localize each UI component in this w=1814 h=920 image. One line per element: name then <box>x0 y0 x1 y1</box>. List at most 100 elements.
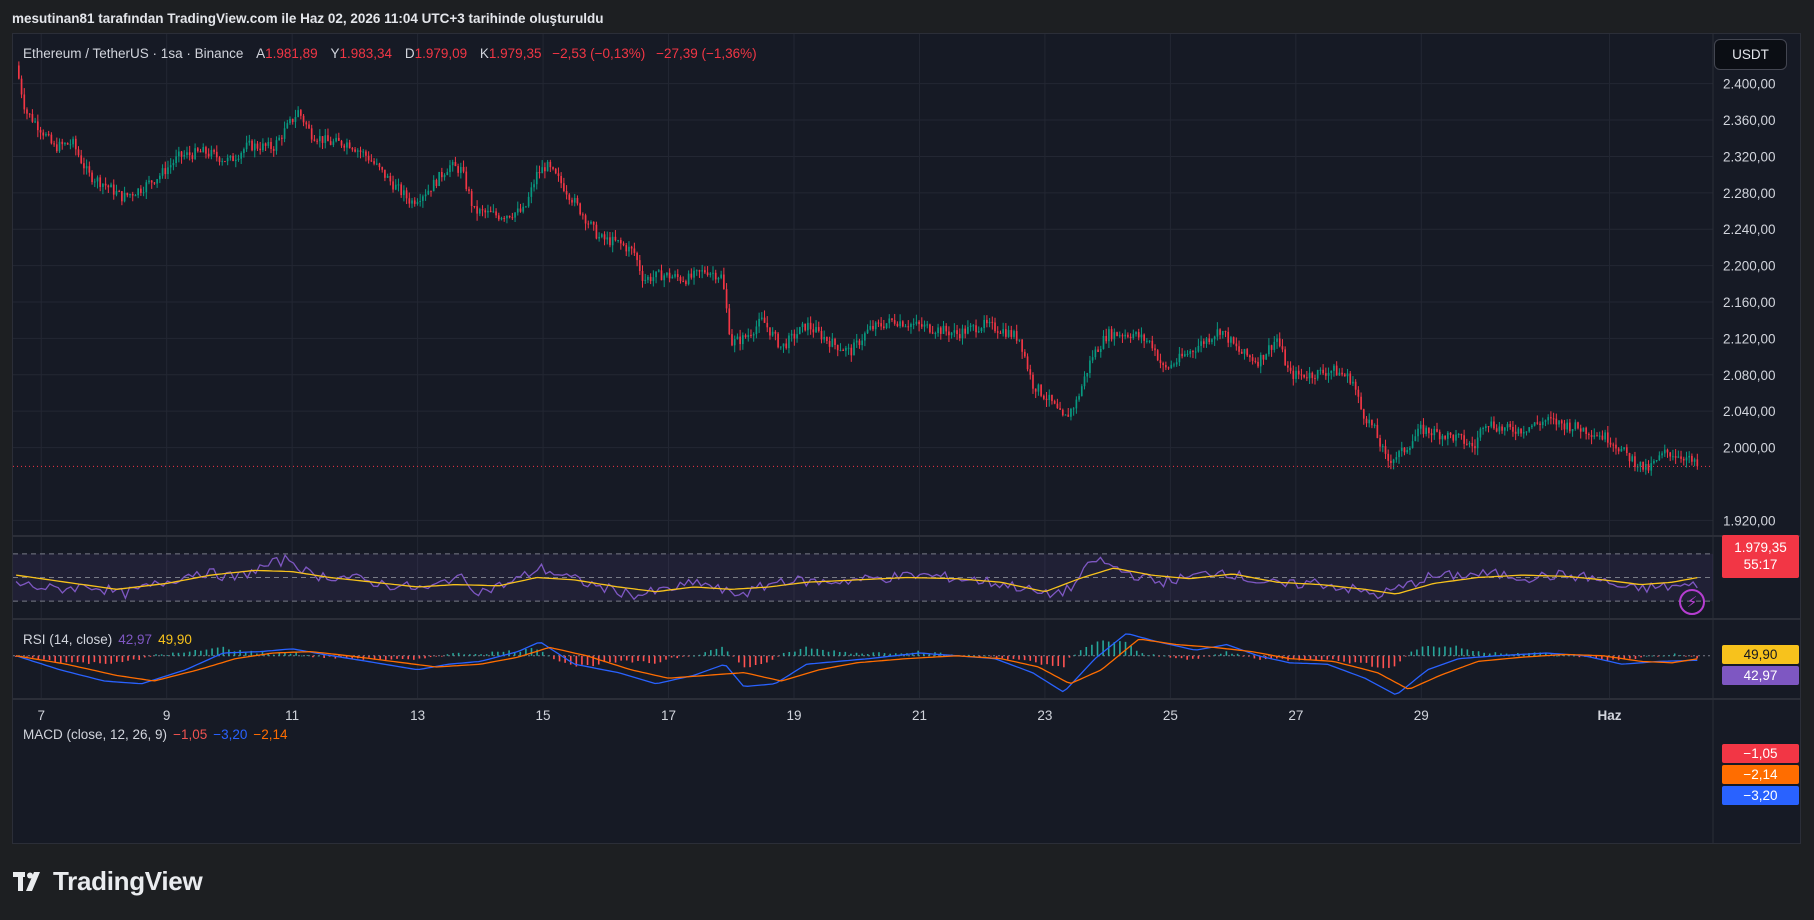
macd-histogram-bar <box>37 655 40 660</box>
macd-histogram-bar <box>564 655 566 663</box>
rsi-label[interactable]: RSI (14, close) <box>23 632 113 647</box>
candle-body <box>1658 455 1661 461</box>
candle-body <box>823 337 826 340</box>
candle-body <box>484 210 487 213</box>
candle-body <box>389 175 392 182</box>
candle-body <box>1558 420 1560 425</box>
macd-histogram-bar <box>1135 650 1138 656</box>
time-tick-label: 23 <box>1037 708 1052 723</box>
candle-body <box>457 166 459 173</box>
candle-body <box>1381 446 1384 448</box>
candle-body <box>1042 395 1045 399</box>
macd-histogram-bar <box>620 655 622 661</box>
candle-body <box>373 161 375 164</box>
candle-body <box>573 197 576 203</box>
candle-body <box>1048 394 1051 401</box>
candle-body <box>1333 365 1335 371</box>
macd-histogram-bar <box>138 655 141 660</box>
macd-histogram-bar <box>446 654 449 656</box>
candle-body <box>465 171 468 190</box>
chart-frame[interactable]: 2.400,00 2.360,00 2.320,00 2.280,00 2.240,00… <box>12 33 1801 844</box>
macd-histogram-bar <box>967 654 970 656</box>
candle-body <box>20 78 23 95</box>
candle-body <box>1143 334 1145 341</box>
macd-histogram-bar <box>1320 655 1323 660</box>
candle-body <box>1498 426 1501 432</box>
macd-histogram-bar <box>872 652 875 656</box>
chart-canvas[interactable]: 2.400,00 2.360,00 2.320,00 2.280,00 2.240,00… <box>13 34 1801 844</box>
candle-body <box>638 260 641 271</box>
candle-body <box>1205 338 1208 344</box>
candle-body <box>213 150 215 152</box>
candle-body <box>424 194 427 197</box>
candle-body <box>1452 434 1455 441</box>
candle-body <box>1200 341 1202 346</box>
candle-body <box>525 206 527 208</box>
candle-body <box>370 160 373 162</box>
macd-histogram-bar <box>945 655 947 657</box>
candle-body <box>1392 459 1395 463</box>
time-tick-label: Haz <box>1597 708 1621 723</box>
macd-histogram-bar <box>323 655 325 659</box>
symbol-title[interactable]: Ethereum / TetherUS · 1sa · Binance <box>23 46 244 61</box>
candle-body <box>552 167 554 169</box>
candle-body <box>1666 449 1669 453</box>
candle-body <box>1569 422 1571 432</box>
macd-histogram-bar <box>1074 654 1076 656</box>
candle-body <box>1102 335 1105 349</box>
macd-histogram-bar <box>183 652 185 656</box>
candle-body <box>1067 414 1070 417</box>
macd-histogram-bar <box>1163 655 1166 657</box>
currency-button[interactable]: USDT <box>1714 39 1787 70</box>
macd-label[interactable]: MACD (close, 12, 26, 9) <box>23 727 168 742</box>
candle-body <box>671 276 674 279</box>
candle-body <box>1615 444 1617 449</box>
candle-body <box>983 319 986 329</box>
candle-body <box>1601 435 1604 440</box>
candle-body <box>717 277 720 280</box>
macd-histogram-bar <box>429 655 432 658</box>
alert-bolt-icon[interactable]: ⚡ <box>1679 589 1705 615</box>
candle-body <box>454 161 457 167</box>
candle-body <box>126 192 129 196</box>
macd-histogram-bar <box>441 655 443 657</box>
candle-body <box>1116 332 1118 336</box>
candle-body <box>1680 456 1682 459</box>
macd-histogram-bar <box>104 655 107 664</box>
candle-body <box>348 142 351 149</box>
price-tick-label: 2.040,00 <box>1723 404 1776 419</box>
candle-body <box>1314 377 1316 379</box>
macd-histogram-bar <box>267 653 269 656</box>
candle-body <box>690 273 693 278</box>
candle-body <box>1354 381 1357 390</box>
candle-body <box>245 142 248 150</box>
macd-histogram-bar <box>424 655 426 659</box>
candle-body <box>397 184 400 186</box>
candle-body <box>606 237 609 240</box>
candle-body <box>514 212 516 218</box>
candle-body <box>1433 428 1436 436</box>
candle-body <box>920 324 923 327</box>
candle-body <box>1609 442 1612 445</box>
macd-histogram-bar <box>693 655 695 657</box>
candle-body <box>1468 442 1471 445</box>
candle-body <box>1441 435 1444 440</box>
candle-body <box>115 191 118 195</box>
macd-histogram-bar <box>1545 652 1547 656</box>
candle-body <box>809 322 812 330</box>
macd-histogram-bar <box>1696 655 1698 659</box>
macd-histogram-bar <box>1326 655 1329 660</box>
macd-histogram-bar <box>827 651 830 656</box>
macd-histogram-bar <box>413 655 415 660</box>
candle-body <box>411 200 413 204</box>
tradingview-logo[interactable]: TradingView <box>13 866 203 897</box>
candle-body <box>226 157 229 162</box>
candle-body <box>1289 367 1292 371</box>
candle-body <box>866 329 869 334</box>
candle-body <box>880 323 882 327</box>
open-value: 1.981,89 <box>265 46 318 61</box>
price-tick-label: 2.320,00 <box>1723 149 1776 164</box>
candle-body <box>470 191 473 206</box>
macd-histogram-bar <box>1035 655 1037 663</box>
candle-body <box>28 113 31 115</box>
